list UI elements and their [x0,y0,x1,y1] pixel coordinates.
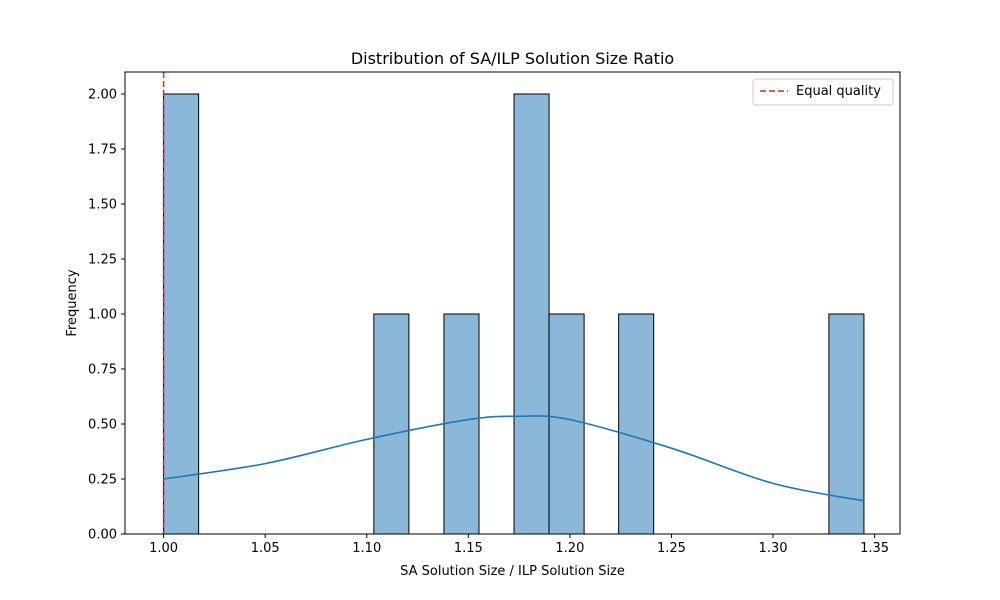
y-tick-label: 1.75 [88,143,117,158]
x-tick-label: 1.05 [251,541,280,556]
x-axis-label: SA Solution Size / ILP Solution Size [400,564,625,579]
y-tick-label: 1.00 [88,308,117,323]
x-tick-label: 1.20 [555,541,584,556]
histogram-bar [618,313,655,535]
x-tick-label: 1.10 [352,541,381,556]
kde-curve [163,415,865,502]
y-tick-label: 0.00 [88,528,117,543]
legend-box [752,78,894,106]
histogram-bar [513,93,550,535]
bar-group [163,93,865,535]
y-tick-label: 1.25 [88,253,117,268]
y-axis-label: Frequency [65,269,80,336]
y-tick-label: 0.25 [88,473,117,488]
y-tick-label: 2.00 [88,88,117,103]
y-tick-label: 0.50 [88,418,117,433]
histogram-bar [443,313,480,535]
legend: Equal quality [752,78,894,106]
y-tick-label: 1.50 [88,198,117,213]
x-tick-label: 1.15 [454,541,483,556]
legend-label-equal-quality: Equal quality [796,84,881,99]
chart-title: Distribution of SA/ILP Solution Size Rat… [351,49,674,68]
histogram-bar [828,313,865,535]
x-axis-ticks: 1.00 1.05 1.10 1.15 1.20 1.25 1.30 1.35 [149,534,889,556]
histogram-bar [163,93,200,535]
x-tick-label: 1.00 [149,541,178,556]
x-tick-label: 1.25 [657,541,686,556]
y-tick-label: 0.75 [88,363,117,378]
x-tick-label: 1.35 [860,541,889,556]
x-tick-label: 1.30 [759,541,788,556]
plot-frame [124,71,901,535]
kde-group [163,415,865,502]
y-axis-ticks: 0.00 0.25 0.50 0.75 1.00 1.25 1.50 1.75 2.00 [88,88,125,543]
histogram-bar [373,313,410,535]
histogram-bar [548,313,585,535]
